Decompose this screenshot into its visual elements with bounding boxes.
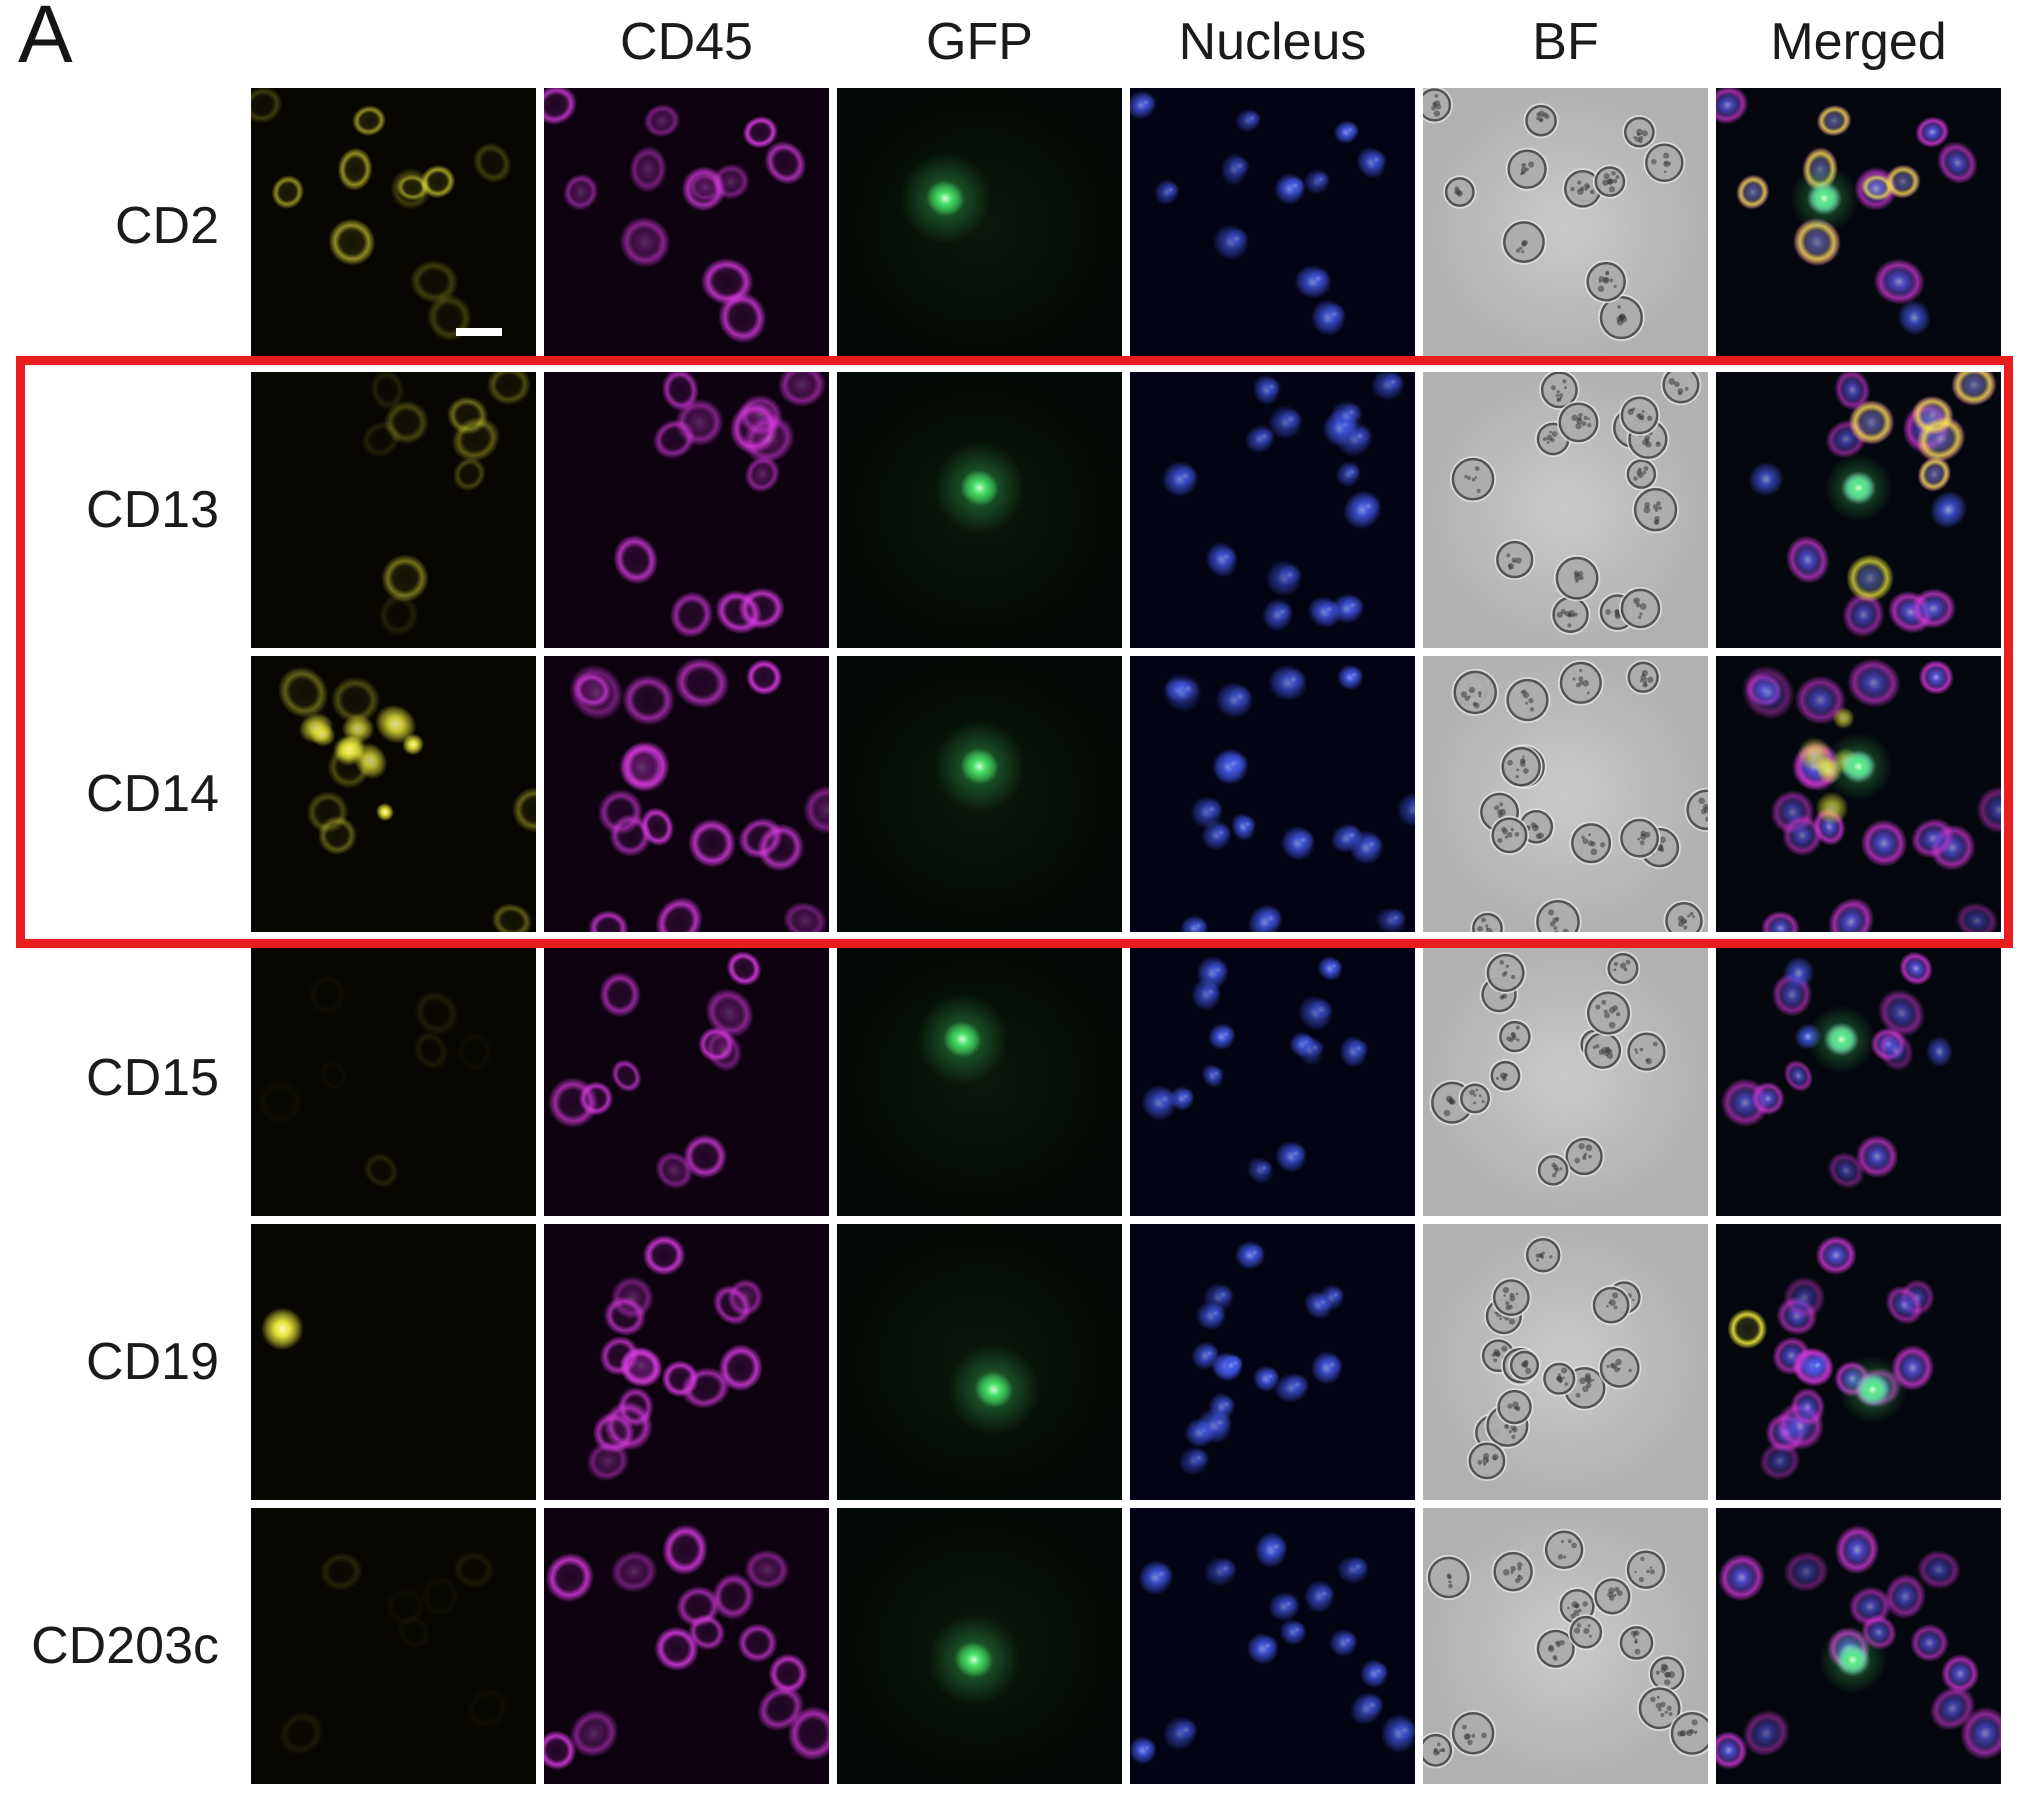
micrograph-cd15-merged [1716,940,2001,1216]
row-label-cd15: CD15 [86,1049,219,1107]
micrograph-cd19-bf [1423,1224,1708,1500]
micrograph-cd13-bf [1423,372,1708,648]
micrograph-cd14-cd45 [544,656,829,932]
micrograph-cd13-gfp [837,372,1122,648]
row-label-cd2: CD2 [114,197,219,255]
micrograph-cd2-marker [251,88,536,364]
micrograph-cd15-marker [251,940,536,1216]
micrograph-cd203c-bf [1423,1508,1708,1784]
micrograph-cd14-bf [1423,656,1708,932]
micrograph-cd19-merged [1716,1224,2001,1500]
column-header-nucleus: Nucleus [1178,13,1367,71]
row-label-cd19: CD19 [86,1333,219,1391]
micrograph-cd203c-marker [251,1508,536,1784]
panel-label: A [18,0,73,80]
micrograph-cd15-bf [1423,940,1708,1216]
micrograph-cd203c-merged [1716,1508,2001,1784]
micrograph-cd14-merged [1716,656,2001,932]
micrograph-cd2-gfp [837,88,1122,364]
micrograph-cd13-marker [251,372,536,648]
column-header-marker [251,4,536,80]
micrograph-cd13-nucleus [1130,372,1415,648]
micrograph-cd2-merged [1716,88,2001,364]
column-header-merged: Merged [1770,13,1947,71]
column-header-cd45: CD45 [620,13,753,71]
micrograph-cd2-bf [1423,88,1708,364]
scale-bar [456,328,502,336]
micrograph-cd203c-nucleus [1130,1508,1415,1784]
row-label-cd14: CD14 [86,765,219,823]
micrograph-cd14-gfp [837,656,1122,932]
micrograph-cd19-gfp [837,1224,1122,1500]
micrograph-cd15-nucleus [1130,940,1415,1216]
micrograph-cd19-marker [251,1224,536,1500]
row-label-cd203c: CD203c [31,1617,219,1675]
micrograph-cd2-nucleus [1130,88,1415,364]
micrograph-cd13-merged [1716,372,2001,648]
micrograph-cd15-cd45 [544,940,829,1216]
column-header-gfp: GFP [926,13,1033,71]
micrograph-cd19-nucleus [1130,1224,1415,1500]
column-header-bf: BF [1532,13,1599,71]
micrograph-cd19-cd45 [544,1224,829,1500]
micrograph-cd15-gfp [837,940,1122,1216]
micrograph-cd13-cd45 [544,372,829,648]
micrograph-cd203c-cd45 [544,1508,829,1784]
micrograph-cd203c-gfp [837,1508,1122,1784]
micrograph-cd14-marker [251,656,536,932]
micrograph-cd2-cd45 [544,88,829,364]
micrograph-cd14-nucleus [1130,656,1415,932]
row-label-cd13: CD13 [86,481,219,539]
